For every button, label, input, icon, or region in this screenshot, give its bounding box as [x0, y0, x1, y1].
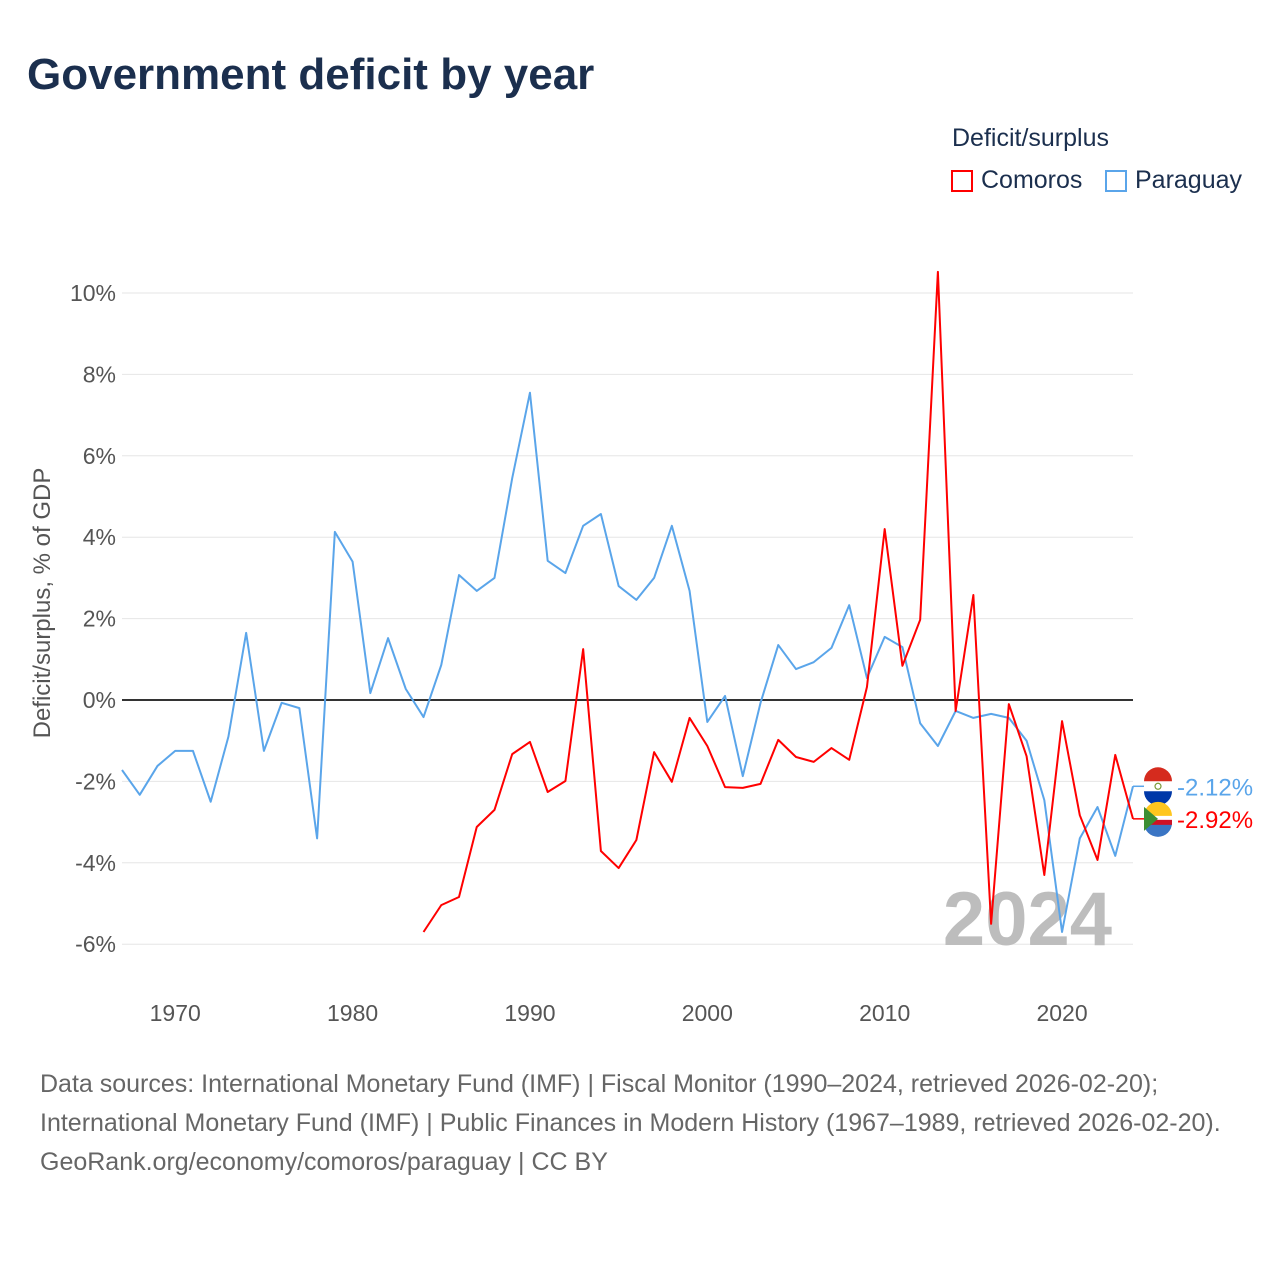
y-tick-label: 0%	[83, 687, 116, 713]
legend-label: Comoros	[981, 166, 1083, 194]
x-tick-label: 1980	[327, 1000, 378, 1026]
x-tick-label: 1970	[150, 1000, 201, 1026]
series-line-paraguay	[121, 391, 1134, 933]
flag-emblem	[1154, 782, 1162, 790]
end-label-paraguay: -2.12%	[1177, 774, 1253, 801]
y-tick-label: -6%	[75, 931, 116, 957]
flag-stripe	[1144, 822, 1172, 837]
legend-label: Paraguay	[1135, 166, 1243, 194]
sources-note: Data sources: International Monetary Fun…	[40, 1065, 1240, 1182]
y-tick-label: -4%	[75, 850, 116, 876]
x-tick-label: 2010	[859, 1000, 910, 1026]
y-tick-label: 2%	[83, 606, 116, 632]
legend-swatch-paraguay	[1105, 169, 1127, 192]
legend-swatch-comoros	[951, 169, 973, 192]
end-label-comoros: -2.92%	[1177, 807, 1253, 834]
flag-stripe	[1144, 767, 1172, 782]
flag-stripe	[1144, 791, 1172, 806]
x-tick-label: 1990	[504, 1000, 555, 1026]
year-watermark: 2024	[943, 877, 1112, 962]
flag-triangle	[1144, 806, 1158, 831]
legend-title: Deficit/surplus	[952, 124, 1109, 152]
x-tick-label: 2020	[1036, 1000, 1087, 1026]
flag-stripe	[1144, 819, 1172, 825]
sources-text: Data sources: International Monetary Fun…	[40, 1070, 1221, 1137]
legend-item-paraguay[interactable]: Paraguay	[1105, 166, 1242, 195]
y-tick-label: 8%	[83, 361, 116, 387]
series-line-comoros	[422, 270, 1134, 933]
chart-title: Government deficit by year	[27, 50, 595, 99]
attribution-text: GeoRank.org/economy/comoros/paraguay | C…	[40, 1148, 608, 1176]
y-axis-label: Deficit/surplus, % of GDP	[29, 468, 56, 739]
y-tick-label: 6%	[83, 443, 116, 469]
flag-stripe	[1144, 801, 1172, 816]
y-tick-label: 4%	[83, 524, 116, 550]
y-tick-label: 10%	[70, 280, 116, 306]
y-tick-label: -2%	[75, 768, 116, 794]
legend-item-comoros[interactable]: Comoros	[951, 166, 1082, 195]
x-tick-label: 2000	[682, 1000, 733, 1026]
